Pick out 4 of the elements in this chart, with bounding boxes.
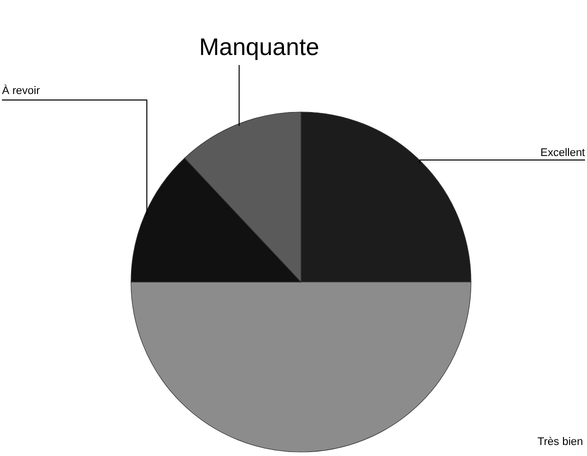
- slice-label: À revoir: [2, 84, 40, 97]
- slice-label: Excellent: [540, 147, 585, 159]
- slice-label: Très bien: [538, 436, 583, 448]
- slice-label: Manquante: [199, 34, 320, 61]
